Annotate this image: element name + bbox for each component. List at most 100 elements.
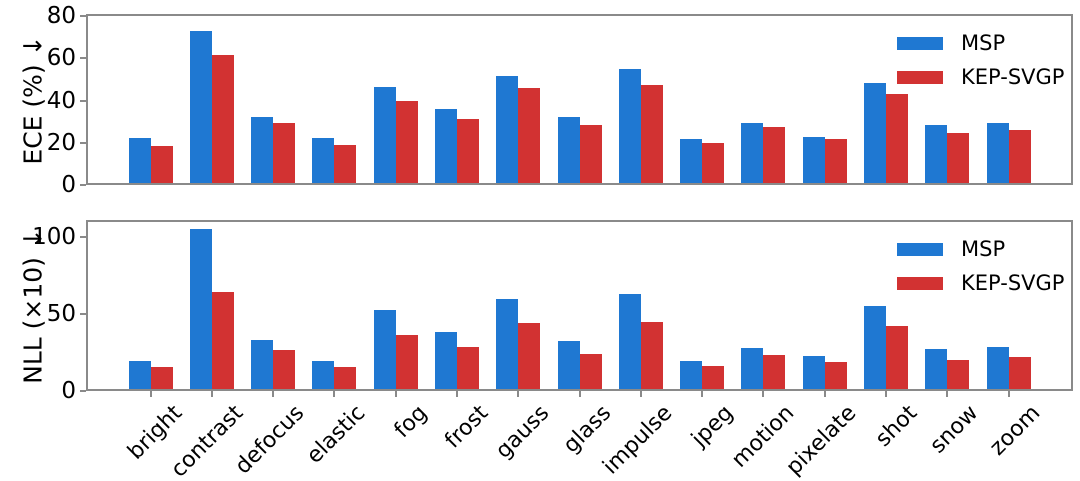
x-tick-mark [946, 391, 949, 397]
y-tick-mark [80, 312, 86, 315]
x-tick-mark [1007, 391, 1010, 397]
bar-kep-svgp-jpeg [702, 142, 725, 183]
y-tick-label: 60 [46, 45, 76, 72]
y-tick-label: 0 [61, 378, 76, 404]
bar-msp-impulse [618, 69, 641, 183]
bar-kep-svgp-bright [150, 146, 173, 183]
bar-msp-shot [863, 82, 886, 183]
legend-label: KEP-SVGP [961, 65, 1065, 90]
bar-kep-svgp-pixelate [824, 362, 847, 389]
x-tick-mark [272, 391, 275, 397]
y-tick-mark [80, 57, 86, 60]
legend-item-msp: MSP [897, 237, 1064, 262]
x-tick-mark [639, 391, 642, 397]
x-tick-label-snow: snow [925, 400, 984, 459]
bar-msp-motion [741, 122, 764, 183]
bar-kep-svgp-pixelate [824, 138, 847, 183]
bar-kep-svgp-snow [947, 133, 970, 183]
bar-kep-svgp-fog [395, 100, 418, 183]
y-tick-label: 100 [32, 223, 76, 250]
x-tick-mark [333, 391, 336, 397]
x-tick-label-frost: frost [440, 400, 494, 454]
bar-kep-svgp-impulse [640, 84, 663, 183]
legend-swatch-kep-svgp [897, 277, 943, 291]
legend-label: KEP-SVGP [961, 271, 1065, 296]
x-tick-mark [517, 391, 520, 397]
bar-kep-svgp-gauss [518, 322, 541, 389]
legend-label: MSP [961, 31, 1006, 55]
bar-kep-svgp-contrast [211, 291, 234, 389]
x-tick-mark [149, 391, 152, 397]
bar-msp-defocus [251, 116, 274, 183]
bar-msp-snow [925, 348, 948, 389]
x-tick-mark [210, 391, 213, 397]
y-tick-label: 50 [46, 300, 76, 327]
x-tick-label-gauss: gauss [491, 400, 555, 464]
x-tick-mark [394, 391, 397, 397]
bar-kep-svgp-shot [885, 325, 908, 389]
bar-kep-svgp-elastic [334, 145, 357, 183]
bar-msp-zoom [986, 347, 1009, 389]
bar-kep-svgp-elastic [334, 367, 357, 389]
y-tick-mark [80, 15, 86, 18]
bar-kep-svgp-frost [456, 347, 479, 389]
x-tick-label-glass: glass [558, 400, 616, 459]
bar-kep-svgp-motion [763, 355, 786, 389]
bar-msp-jpeg [680, 138, 703, 183]
x-tick-mark [823, 391, 826, 397]
bar-kep-svgp-defocus [273, 122, 296, 183]
x-tick-label-elastic: elastic [302, 400, 371, 469]
bar-msp-elastic [312, 137, 335, 183]
bar-kep-svgp-glass [579, 353, 602, 389]
legend-item-msp: MSP [897, 31, 1064, 56]
bar-kep-svgp-frost [456, 118, 479, 183]
bar-msp-glass [557, 341, 580, 389]
bar-msp-motion [741, 348, 764, 389]
bar-kep-svgp-shot [885, 94, 908, 183]
bar-msp-zoom [986, 122, 1009, 183]
bar-msp-pixelate [802, 355, 825, 389]
x-tick-mark [762, 391, 765, 397]
y-tick-label: 0 [61, 172, 76, 198]
x-tick-label-zoom: zoom [984, 400, 1045, 461]
bar-msp-impulse [618, 294, 641, 389]
legend-swatch-msp [897, 243, 943, 257]
bar-kep-svgp-snow [947, 359, 970, 389]
x-tick-label-fog: fog [389, 400, 432, 444]
bar-msp-pixelate [802, 136, 825, 183]
y-tick-mark [80, 99, 86, 102]
y-tick-mark [80, 235, 86, 238]
bar-msp-frost [434, 332, 457, 389]
x-tick-mark [701, 391, 704, 397]
bar-msp-gauss [496, 76, 519, 183]
legend-label: MSP [961, 237, 1006, 261]
legend-nll: MSP KEP-SVGP [897, 237, 1064, 296]
bar-kep-svgp-gauss [518, 88, 541, 183]
bar-msp-jpeg [680, 360, 703, 389]
legend-swatch-msp [897, 37, 943, 51]
legend-ece: MSP KEP-SVGP [897, 31, 1064, 90]
y-tick-mark [80, 390, 86, 392]
legend-item-kep-svgp: KEP-SVGP [897, 65, 1064, 90]
bar-msp-defocus [251, 340, 274, 389]
bar-msp-fog [373, 86, 396, 183]
bar-msp-gauss [496, 298, 519, 389]
bar-kep-svgp-defocus [273, 350, 296, 389]
bar-kep-svgp-zoom [1008, 130, 1031, 183]
bar-msp-frost [434, 109, 457, 183]
y-tick-label: 80 [46, 3, 76, 30]
bar-msp-snow [925, 124, 948, 183]
bar-kep-svgp-bright [150, 367, 173, 389]
legend-item-kep-svgp: KEP-SVGP [897, 271, 1064, 296]
bar-msp-fog [373, 310, 396, 389]
bar-msp-elastic [312, 360, 335, 389]
bar-kep-svgp-impulse [640, 321, 663, 389]
bar-kep-svgp-zoom [1008, 356, 1031, 389]
bar-kep-svgp-contrast [211, 55, 234, 183]
y-tick-label: 40 [46, 87, 76, 114]
y-tick-label: 20 [46, 129, 76, 156]
x-tick-mark [455, 391, 458, 397]
y-tick-mark [80, 141, 86, 144]
bar-msp-glass [557, 116, 580, 183]
